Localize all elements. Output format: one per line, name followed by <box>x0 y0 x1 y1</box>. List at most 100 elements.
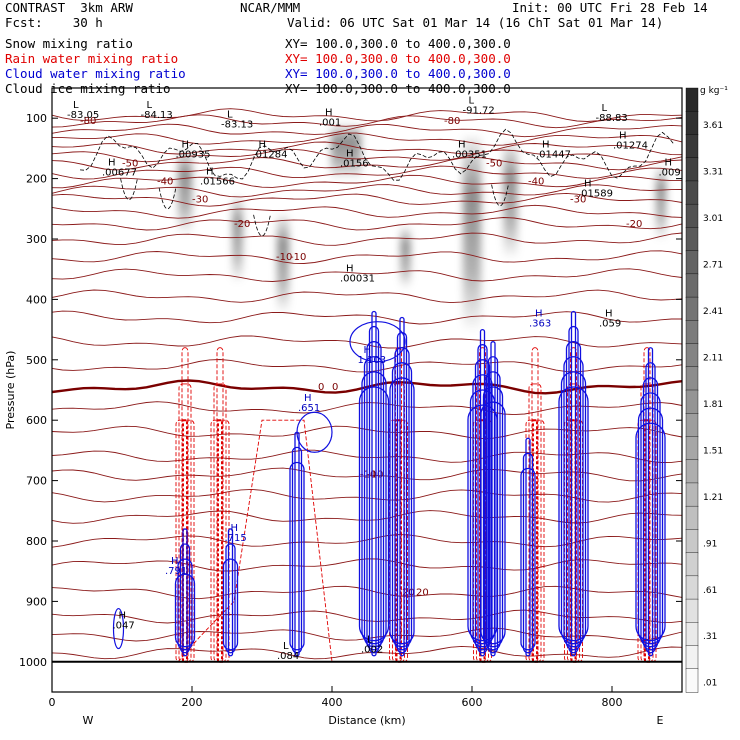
temperature-contour-line <box>51 114 683 129</box>
field-rain-name: Rain water mixing ratio <box>5 51 179 66</box>
header-center: NCAR/MMM <box>240 0 301 15</box>
extremum-value: .009 <box>659 168 681 179</box>
extremum-value: .651 <box>298 403 320 414</box>
temperature-contour-line <box>51 174 683 189</box>
cloud-water-contours <box>112 310 666 657</box>
y-tick-label: 1000 <box>19 656 47 669</box>
extremum-letter: H <box>605 309 613 320</box>
temperature-label: 0 <box>318 382 324 393</box>
colorbar-cell <box>685 296 699 322</box>
extremum-value: .002 <box>361 645 383 656</box>
field-snow-xy: XY= 100.0,300.0 to 400.0,300.0 <box>285 36 511 51</box>
cloud-water-contour <box>291 446 303 654</box>
cloud-water-contour <box>522 452 534 654</box>
rain-water-contours <box>175 347 657 663</box>
temperature-label: -50 <box>486 159 502 170</box>
temperature-contour-line <box>51 141 683 156</box>
extremum-letter: L <box>283 641 289 652</box>
cloud-water-contour <box>472 374 493 648</box>
y-tick-label: 200 <box>26 173 47 186</box>
colorbar-label: .91 <box>703 539 717 549</box>
extremum-value: .00351 <box>452 149 487 160</box>
cloud-water-contour <box>640 392 661 648</box>
temperature-label: 0 <box>332 382 338 393</box>
y-tick-label: 500 <box>26 354 47 367</box>
temperature-label: -80 <box>444 116 460 127</box>
temperature-label: -10 <box>276 252 292 263</box>
colorbar-cell <box>685 436 699 461</box>
colorbar-cell <box>685 459 699 484</box>
cloud-water-contour <box>558 386 589 642</box>
colorbar-label: .01 <box>703 679 717 689</box>
temperature-label: -30 <box>570 195 586 206</box>
snow-column-5 <box>503 142 518 258</box>
cloud-water-contour <box>358 386 390 642</box>
colorbar-label: 2.11 <box>703 353 723 363</box>
colorbar-cell <box>685 320 699 345</box>
temperature-contour-line <box>51 108 683 122</box>
temperature-contour-line <box>51 335 683 349</box>
cloud-water-contour <box>174 573 196 648</box>
colorbar-cell <box>685 505 699 531</box>
extremum-letter: H <box>325 107 333 118</box>
colorbar-cell <box>685 366 699 391</box>
extremum-value: .00935 <box>176 149 211 160</box>
cloud-water-contour <box>480 401 506 645</box>
extremum-letter: H <box>119 611 127 622</box>
colorbar-label: 1.81 <box>703 400 723 410</box>
extremum-letter: L <box>227 109 233 120</box>
cloud-water-contour <box>399 316 405 657</box>
colorbar-label: 1.51 <box>703 446 723 456</box>
extremum-letter: H <box>542 139 550 150</box>
temperature-label: -40 <box>157 177 173 188</box>
snow-column-7 <box>400 226 411 288</box>
extremum-letter: H <box>535 309 543 320</box>
extremum-value: .01447 <box>536 149 571 160</box>
header-model: CONTRAST 3km ARW <box>5 0 133 15</box>
x-tick-label: 200 <box>182 696 203 709</box>
extremum-value: -84.13 <box>141 110 173 121</box>
temperature-label: -80 <box>80 116 96 127</box>
temperature-contour-line <box>52 132 683 146</box>
y-tick-label: 100 <box>26 112 47 125</box>
colorbar-cell <box>685 227 699 252</box>
colorbar-cell <box>685 157 699 182</box>
cloud-water-contour <box>396 331 408 654</box>
cloud-water-contour <box>560 371 587 645</box>
cloud-water-contour <box>389 377 415 645</box>
y-tick-label: 600 <box>26 414 47 427</box>
cloud-ice-contour <box>158 187 177 210</box>
colorbar-cell <box>685 87 699 112</box>
x-end-label-west: W <box>83 714 94 727</box>
y-tick-label: 800 <box>26 535 47 548</box>
cloud-water-contour <box>477 344 488 654</box>
temperature-label: -10 <box>360 470 376 481</box>
extremum-letter: L <box>147 100 153 111</box>
y-tick-label: 900 <box>26 595 47 608</box>
cloud-water-contour <box>487 356 499 654</box>
temperature-contour-line <box>51 645 683 660</box>
x-end-label-east: E <box>657 714 664 727</box>
colorbar-label: 1.21 <box>703 493 723 503</box>
extremum-letter: H <box>364 345 372 356</box>
header-forecast: Fcst: 30 h <box>5 15 103 30</box>
extremum-letter: H <box>259 139 267 150</box>
temperature-contour-line <box>51 156 683 171</box>
extremum-value: 1.103 <box>358 355 387 366</box>
colorbar-cell <box>685 529 699 554</box>
cloud-water-contour <box>490 341 496 657</box>
extremum-value: .00031 <box>340 273 375 284</box>
temperature-contour-line <box>51 310 682 325</box>
cloud-water-contour <box>525 437 531 657</box>
colorbar-cell <box>685 134 699 159</box>
colorbar-cell <box>685 111 699 136</box>
colorbar-cell <box>685 645 699 670</box>
colorbar: 3.61 3.31 3.01 2.71 2.41 2.11 1.81 1.51 1.21 .91.… <box>685 86 728 693</box>
cloud-water-contour <box>179 543 191 654</box>
cloud-water-contour <box>565 341 582 651</box>
field-rain-xy: XY= 100.0,300.0 to 400.0,300.0 <box>285 51 511 66</box>
colorbar-label: .61 <box>703 586 717 596</box>
